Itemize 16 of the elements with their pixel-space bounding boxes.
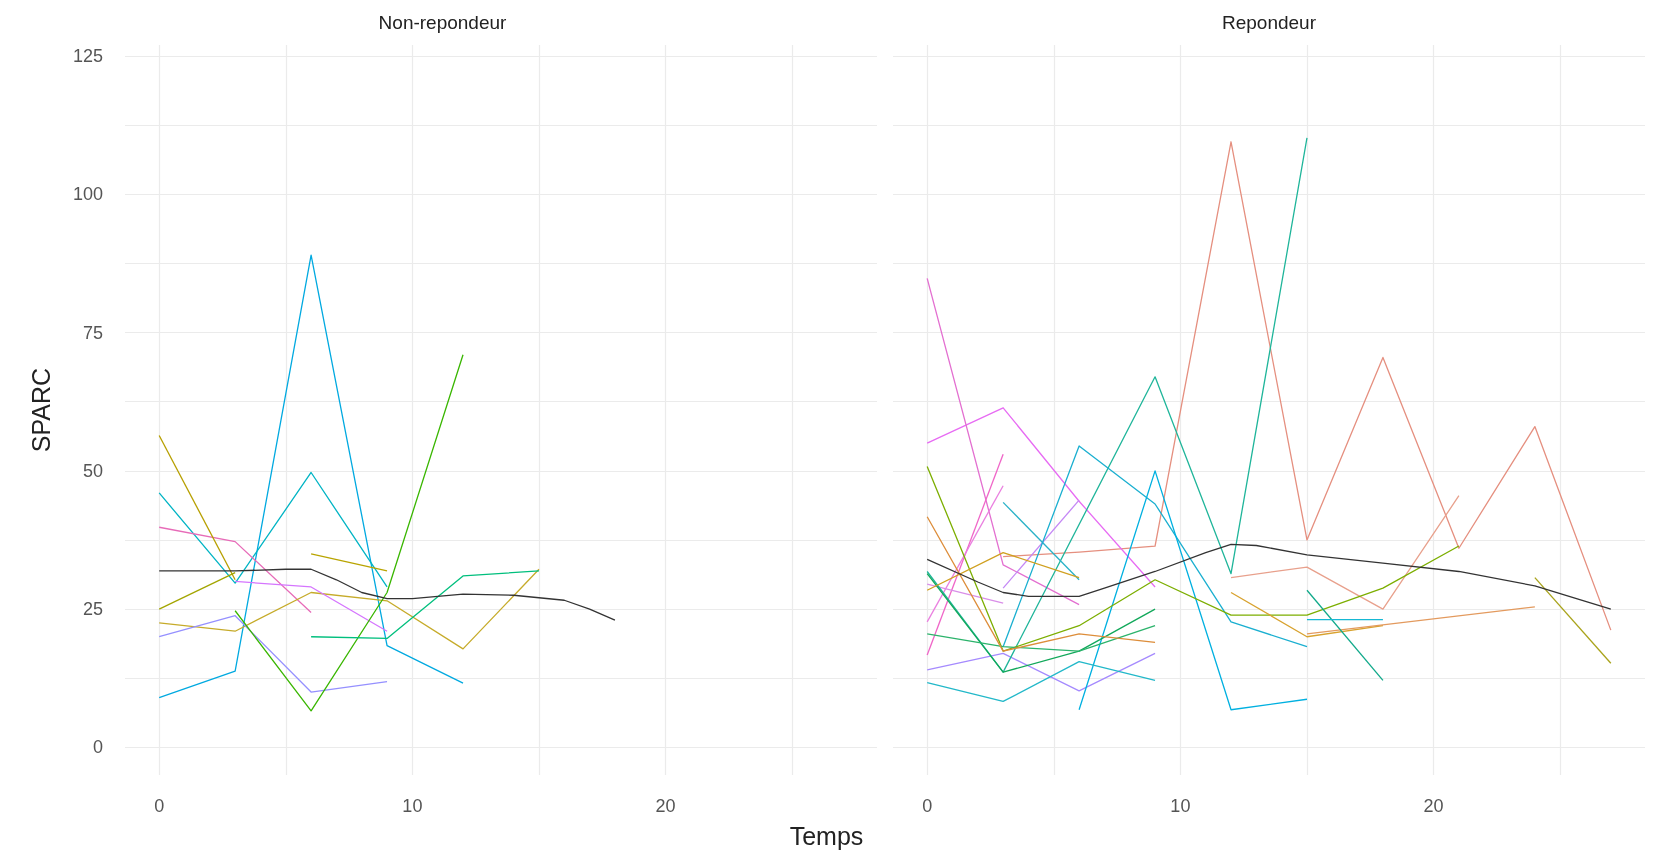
y-tick-label: 25 — [82, 599, 103, 620]
x-tick-label: 10 — [402, 796, 423, 816]
y-axis-title: SPARC — [26, 367, 55, 453]
chart-title: Non-repondeur — [378, 12, 508, 33]
x-tick-label: 0 — [922, 796, 933, 816]
x-tick-label: 10 — [1170, 796, 1191, 816]
x-tick-label: 20 — [1423, 796, 1444, 816]
x-tick-label: 20 — [655, 796, 676, 816]
x-tick-label: 0 — [154, 796, 165, 816]
y-tick-label: 75 — [82, 322, 103, 343]
x-axis-title: Temps — [788, 822, 865, 851]
y-tick-label: 50 — [82, 460, 103, 481]
y-tick-label: 100 — [72, 184, 103, 205]
chart-title: Repondeur — [1221, 12, 1317, 33]
y-tick-label: 0 — [92, 737, 103, 758]
y-tick-label: 125 — [72, 46, 103, 67]
